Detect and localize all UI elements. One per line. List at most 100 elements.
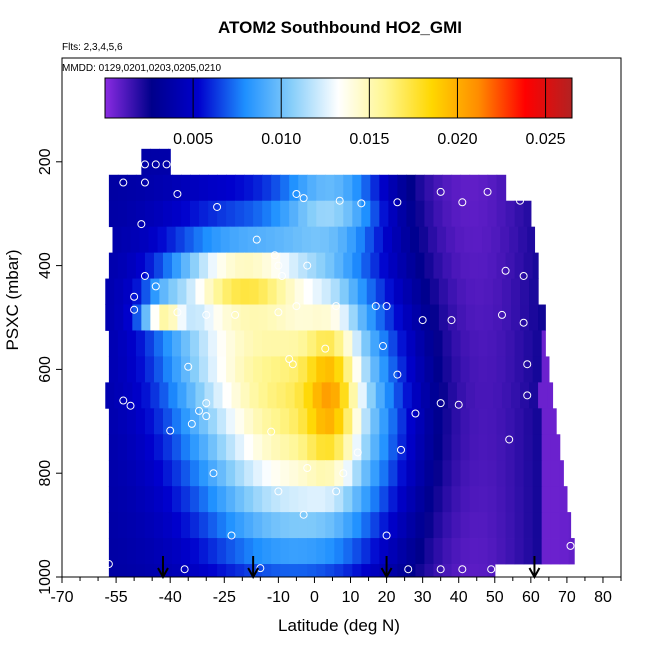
heatmap-cell	[460, 200, 471, 228]
heatmap-cell	[352, 460, 362, 487]
heatmap-cell	[168, 278, 179, 305]
heatmap-cell	[117, 434, 128, 461]
heatmap-cell	[393, 278, 404, 305]
heatmap-cell	[568, 538, 575, 565]
heatmap-cell	[379, 486, 389, 513]
heatmap-cell	[190, 356, 200, 383]
sample-point	[187, 419, 196, 428]
heatmap-cell	[375, 382, 386, 409]
sample-point	[418, 316, 427, 325]
heatmap-cell	[316, 408, 326, 435]
heatmap-cell	[352, 408, 362, 435]
heatmap-cell	[460, 538, 471, 565]
sample-point	[195, 406, 204, 415]
heatmap-cell	[235, 252, 245, 279]
x-tick-label: -10	[267, 589, 290, 606]
heatmap-cell	[126, 512, 137, 539]
heatmap-cell	[437, 226, 447, 254]
heatmap-cell	[117, 252, 128, 279]
heatmap-cell	[226, 174, 236, 202]
heatmap-cell	[523, 538, 534, 565]
heatmap-cell	[520, 382, 530, 409]
sample-point	[321, 344, 330, 353]
heatmap-cell	[267, 278, 278, 305]
heatmap-cell	[532, 434, 543, 461]
heatmap-cell	[193, 226, 204, 254]
heatmap-cell	[289, 460, 299, 487]
sample-point	[523, 360, 532, 369]
x-tick-label: 50	[486, 589, 504, 606]
heatmap-cell	[123, 278, 133, 305]
heatmap-cell	[162, 356, 173, 383]
heatmap-cell	[249, 278, 260, 305]
sample-point	[454, 400, 463, 409]
sample-point	[231, 310, 240, 319]
heatmap-cell	[509, 226, 519, 254]
sample-point	[140, 160, 149, 169]
heatmap-cell	[316, 564, 326, 577]
x-tick-label: 80	[594, 589, 612, 606]
heatmap-cell	[190, 330, 200, 357]
heatmap-cell	[388, 408, 398, 435]
heatmap-cell	[433, 538, 444, 565]
heatmap-cell	[473, 226, 483, 254]
heatmap-cell	[451, 538, 462, 565]
heatmap-cell	[361, 460, 371, 487]
sample-point	[267, 427, 276, 436]
heatmap-cell	[511, 382, 521, 409]
heatmap-cell	[366, 304, 377, 331]
sample-point	[339, 469, 348, 478]
heatmap-cell	[325, 200, 335, 228]
heatmap-cell	[244, 434, 254, 461]
heatmap-cell	[361, 486, 371, 513]
heatmap-cell	[379, 460, 389, 487]
heatmap-cell	[397, 174, 408, 202]
sample-point	[140, 178, 149, 187]
heatmap-cell	[202, 226, 213, 254]
heatmap-cell	[547, 382, 554, 409]
heatmap-cell	[451, 408, 462, 435]
heatmap-cell	[262, 486, 272, 513]
heatmap-cell	[456, 304, 467, 331]
heatmap-cell	[433, 408, 444, 435]
heatmap-cell	[348, 382, 359, 409]
sample-point	[332, 302, 341, 311]
heatmap-cell	[478, 512, 489, 539]
heatmap-cell	[220, 226, 231, 254]
heatmap-cell	[469, 408, 480, 435]
heatmap-cell	[550, 486, 561, 513]
heatmap-cell	[424, 460, 435, 487]
heatmap-cell	[451, 564, 462, 577]
heatmap-cell	[289, 356, 299, 383]
sample-point	[382, 531, 391, 540]
heatmap-cell	[168, 382, 179, 409]
heatmap-cell	[415, 564, 426, 577]
heatmap-cell	[195, 382, 206, 409]
heatmap-cell	[253, 330, 263, 357]
heatmap-cell	[226, 538, 236, 565]
heatmap-cell	[276, 382, 287, 409]
y-tick-label: 1000	[37, 559, 54, 595]
heatmap-cell	[153, 200, 164, 228]
colorbar	[104, 77, 573, 119]
heatmap-cell	[262, 538, 272, 565]
heatmap-cell	[105, 278, 115, 305]
heatmap-cell	[433, 460, 444, 487]
y-axis: 200 400 600 800 1000	[37, 148, 62, 595]
heatmap-cell	[235, 174, 245, 202]
heatmap-cell	[144, 330, 155, 357]
heatmap-cell	[171, 200, 182, 228]
heatmap-cell	[271, 564, 281, 577]
heatmap-cell	[280, 460, 290, 487]
heatmap-cell	[492, 278, 503, 305]
heatmap-cell	[195, 304, 206, 331]
heatmap-cell	[162, 538, 173, 565]
heatmap-cell	[411, 304, 422, 331]
heatmap-cell	[465, 382, 476, 409]
heatmap-cell	[370, 538, 380, 565]
heatmap-cell	[355, 226, 366, 254]
heatmap-cell	[487, 434, 498, 461]
heatmap-cell	[478, 460, 489, 487]
heatmap-cell	[144, 408, 155, 435]
